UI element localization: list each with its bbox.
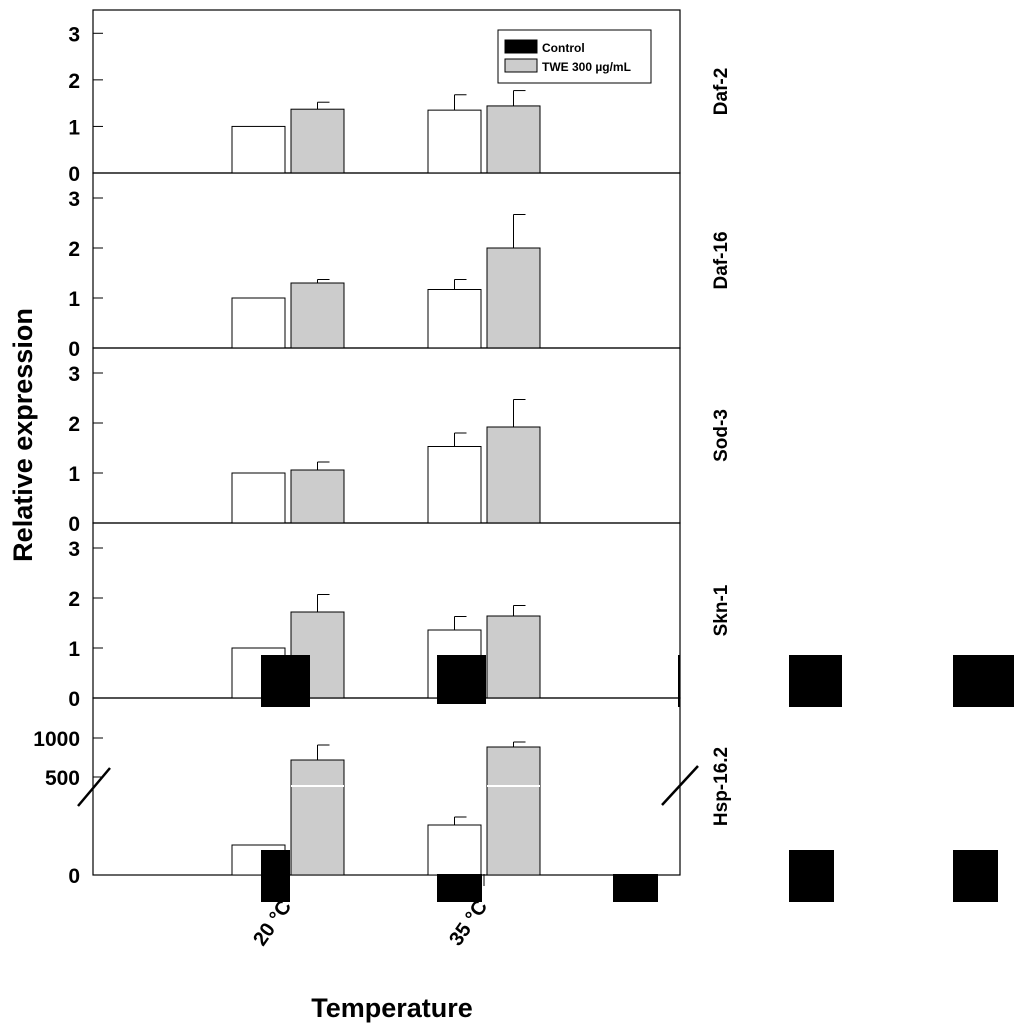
panel-frame-hsp-16-2: [92, 697, 681, 876]
y-tick-label-skn-1: 1: [68, 638, 80, 661]
y-axis-title: Relative expression: [8, 308, 38, 562]
gene-label-daf-16: Daf-16: [711, 231, 732, 289]
legend-label-twe: TWE 300 µg/mL: [542, 60, 631, 74]
bar-hsp-16-2: [290, 759, 345, 876]
y-tick-label-sod-3: 1: [68, 463, 80, 486]
bar-hsp-16-2: [486, 746, 541, 876]
overlay-block: [437, 874, 482, 902]
y-tick-label-hsp-16-2: 1000: [33, 728, 80, 751]
legend-box: [497, 29, 652, 84]
y-tick-label-sod-3: 3: [68, 363, 80, 386]
legend: Control TWE 300 µg/mL: [497, 29, 652, 84]
overlay-block: [261, 850, 290, 902]
overlay-block: [953, 655, 1014, 707]
bar-sod-3: [486, 426, 541, 524]
y-tick-label-daf-2: 2: [68, 70, 80, 93]
bar-daf-16: [231, 297, 286, 349]
legend-label-control: Control: [542, 41, 585, 55]
bar-daf-2: [427, 109, 482, 174]
y-tick-label-daf-16: 2: [68, 238, 80, 261]
overlay-block: [613, 874, 658, 902]
gene-label-sod-3: Sod-3: [711, 409, 732, 462]
y-tick-label-skn-1: 2: [68, 588, 80, 611]
y-tick-label-daf-2: 1: [68, 116, 80, 139]
bar-daf-2: [231, 125, 286, 174]
overlay-block: [437, 655, 486, 704]
axis-break-mark: [661, 765, 699, 806]
bar-daf-2: [486, 105, 541, 174]
panel-frame-sod-3: [92, 347, 681, 524]
y-tick-label-skn-1: 3: [68, 538, 80, 561]
y-tick-label-skn-1: 0: [68, 688, 80, 711]
axis-break-mark: [77, 767, 111, 807]
bar-daf-16: [486, 247, 541, 349]
y-tick-label-daf-16: 3: [68, 188, 80, 211]
panel-frame-skn-1: [92, 522, 681, 699]
y-tick-label-daf-16: 0: [68, 338, 80, 361]
overlay-block: [789, 655, 842, 707]
y-tick-label-daf-2: 3: [68, 23, 80, 46]
bar-sod-3: [290, 469, 345, 524]
overlay-block: [953, 850, 998, 902]
gene-label-skn-1: Skn-1: [711, 584, 732, 636]
y-tick-label-hsp-16-2: 500: [45, 767, 80, 790]
bar-hsp-16-2: [427, 824, 482, 876]
panels-layer: Daf-2 0 1 2 3 Daf-16 0 1 2 3 Sod-3 0 1 2 3 Skn-1 0 1 2 3 Hsp…: [33, 9, 732, 888]
x-tick-label-35c: 35 °C: [445, 896, 492, 950]
y-tick-label-hsp-16-2: 0: [68, 865, 80, 888]
x-tick-label-20c: 20 °C: [249, 896, 296, 950]
panel-frame-daf-16: [92, 172, 681, 349]
overlay-block: [789, 850, 834, 902]
bar-daf-2: [290, 108, 345, 174]
bar-skn-1: [486, 615, 541, 699]
y-tick-label-sod-3: 2: [68, 413, 80, 436]
bar-sod-3: [231, 472, 286, 524]
legend-swatch-twe: [504, 58, 538, 73]
bar-daf-16: [290, 282, 345, 349]
overlay-marks: [261, 655, 1014, 902]
legend-swatch-control: [504, 39, 538, 54]
bar-daf-16: [427, 289, 482, 349]
y-tick-label-daf-2: 0: [68, 163, 80, 186]
gene-label-hsp-16-2: Hsp-16.2: [711, 747, 732, 826]
gene-label-daf-2: Daf-2: [711, 68, 732, 116]
x-axis-title: Temperature: [311, 993, 473, 1023]
y-tick-label-daf-16: 1: [68, 288, 80, 311]
y-tick-label-sod-3: 0: [68, 513, 80, 536]
overlay-block: [261, 655, 310, 707]
bar-sod-3: [427, 446, 482, 524]
